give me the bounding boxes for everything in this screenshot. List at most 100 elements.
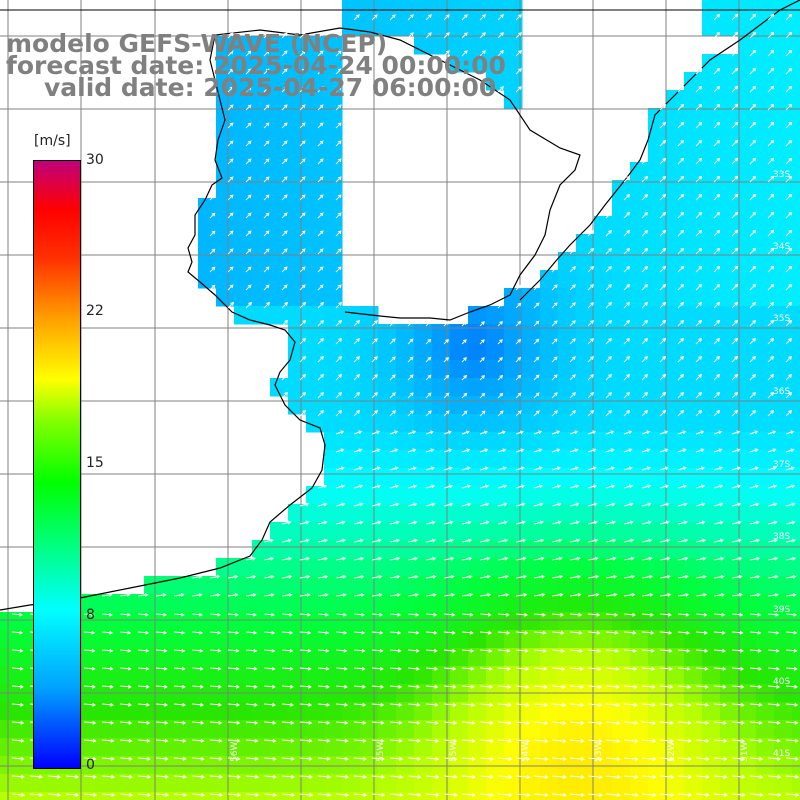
wind-arrow-head xyxy=(399,756,403,761)
wind-arrow xyxy=(155,775,168,778)
wind-arrow xyxy=(587,521,598,525)
wind-speed-cell xyxy=(306,666,325,685)
wind-speed-cell xyxy=(576,756,595,775)
wind-arrow-head xyxy=(193,266,198,271)
wind-speed-cell xyxy=(630,792,649,800)
wind-arrow xyxy=(533,467,542,471)
wind-arrow-head xyxy=(704,684,709,689)
wind-arrow-head xyxy=(374,392,378,396)
wind-speed-cell xyxy=(792,342,800,361)
wind-arrow xyxy=(245,122,252,129)
wind-arrow-head xyxy=(488,648,493,653)
wind-arrow xyxy=(533,392,540,399)
wind-speed-cell xyxy=(234,756,253,775)
wind-speed-cell xyxy=(576,252,595,271)
wind-arrow xyxy=(83,775,96,778)
wind-speed-cell xyxy=(666,252,685,271)
wind-speed-cell xyxy=(216,558,235,577)
wind-arrow xyxy=(767,485,777,489)
wind-speed-cell xyxy=(144,648,163,667)
wind-arrow xyxy=(119,793,133,796)
wind-arrow xyxy=(353,775,367,778)
wind-speed-cell xyxy=(252,126,271,145)
wind-arrow-head xyxy=(770,409,775,414)
wind-speed-cell xyxy=(126,702,145,721)
wind-speed-cell xyxy=(720,648,739,667)
wind-arrow-head xyxy=(91,630,96,635)
wind-arrow-head xyxy=(504,574,509,579)
wind-arrow xyxy=(533,503,543,507)
wind-speed-cell xyxy=(468,414,487,433)
wind-arrow-head xyxy=(562,739,567,743)
wind-arrow xyxy=(713,594,725,597)
wind-arrow-head xyxy=(319,32,324,37)
wind-arrow xyxy=(371,410,378,417)
wind-speed-cell xyxy=(792,432,800,451)
wind-arrow xyxy=(443,339,449,345)
wind-arrow-head xyxy=(665,502,670,507)
wind-speed-cell xyxy=(612,270,631,289)
wind-arrow xyxy=(785,176,792,183)
wind-arrow xyxy=(353,594,364,597)
wind-arrow-head xyxy=(342,574,347,579)
wind-arrow xyxy=(731,176,738,183)
wind-arrow-head xyxy=(289,684,294,689)
wind-arrow xyxy=(677,158,684,165)
wind-arrow-head xyxy=(145,666,150,671)
wind-arrow xyxy=(641,485,651,489)
wind-arrow xyxy=(389,649,401,652)
wind-speed-cell xyxy=(396,18,415,37)
wind-arrow xyxy=(605,539,616,543)
wind-arrow xyxy=(695,68,702,75)
wind-arrow-head xyxy=(252,574,257,579)
wind-arrow-head xyxy=(572,338,576,342)
wind-arrow xyxy=(785,594,796,597)
wind-arrow-head xyxy=(337,86,342,91)
wind-arrow xyxy=(605,467,615,471)
wind-speed-cell xyxy=(594,378,613,397)
wind-speed-cell xyxy=(252,666,271,685)
wind-arrow xyxy=(731,467,741,471)
wind-arrow xyxy=(497,757,512,760)
wind-speed-cell xyxy=(720,144,739,163)
wind-speed-cell xyxy=(612,342,631,361)
wind-arrow-head xyxy=(634,721,639,725)
wind-arrow-head xyxy=(777,792,782,797)
wind-arrow xyxy=(713,557,724,561)
wind-arrow-head xyxy=(705,774,710,779)
wind-arrow xyxy=(659,266,666,273)
wind-arrow-head xyxy=(182,720,187,725)
wind-arrow xyxy=(263,176,270,183)
wind-arrow xyxy=(767,248,774,255)
wind-speed-cell xyxy=(324,144,343,163)
wind-arrow-head xyxy=(680,211,685,216)
wind-arrow-head xyxy=(649,574,653,579)
wind-arrow-head xyxy=(685,612,690,617)
wind-arrow-head xyxy=(741,774,746,779)
wind-speed-cell xyxy=(486,414,505,433)
wind-arrow-head xyxy=(338,410,342,414)
lat-label: 33S xyxy=(773,170,791,180)
wind-arrow xyxy=(317,575,328,579)
wind-arrow-head xyxy=(127,630,132,635)
wind-speed-cell xyxy=(234,252,253,271)
wind-arrow-head xyxy=(182,774,187,779)
wind-speed-cell xyxy=(774,630,793,649)
wind-arrow-head xyxy=(427,338,432,343)
wind-speed-cell xyxy=(720,378,739,397)
wind-arrow xyxy=(335,557,346,561)
wind-arrow-head xyxy=(716,103,721,108)
wind-speed-cell xyxy=(432,594,451,613)
wind-arrow-head xyxy=(755,520,760,525)
wind-speed-cell xyxy=(270,720,289,739)
wind-arrow xyxy=(695,338,702,345)
wind-speed-cell xyxy=(702,198,721,217)
wind-arrow xyxy=(227,685,239,688)
wind-speed-cell xyxy=(774,342,793,361)
wind-arrow xyxy=(209,631,221,634)
wind-speed-cell xyxy=(468,738,487,757)
wind-arrow-head xyxy=(698,67,703,72)
wind-arrow-head xyxy=(562,703,567,707)
wind-arrow xyxy=(335,266,342,273)
wind-arrow-head xyxy=(463,321,467,325)
